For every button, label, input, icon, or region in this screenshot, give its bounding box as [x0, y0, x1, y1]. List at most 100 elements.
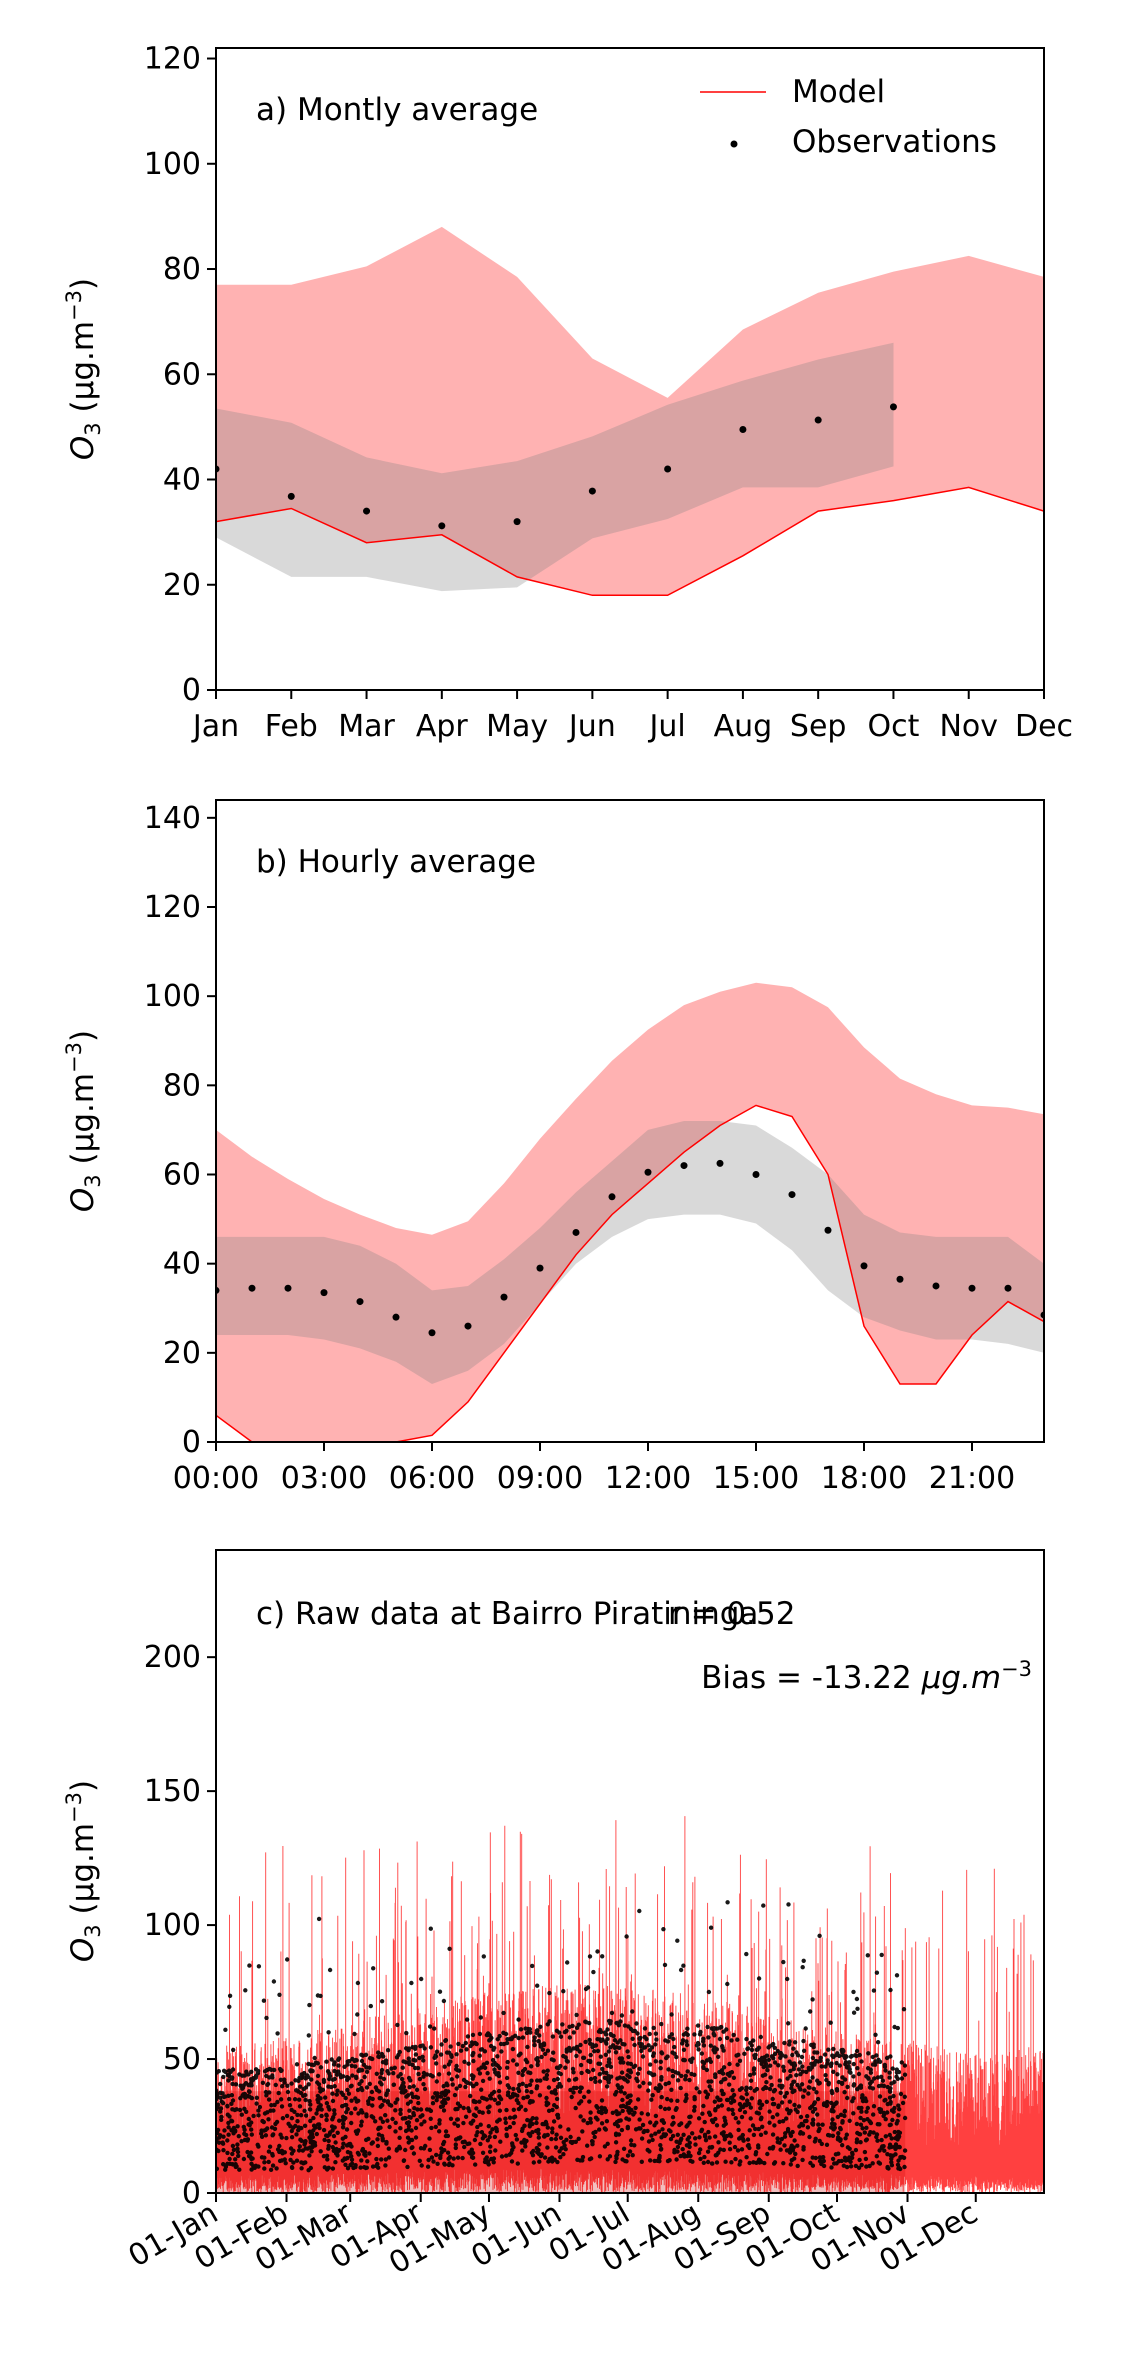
raw-ytick-label-2: 100	[144, 1908, 201, 1943]
monthly-y-axis-label: O3 (μg.m−3)	[62, 278, 105, 460]
observation-hourly-points	[216, 1900, 908, 2173]
monthly-xtick-label-1: Feb	[265, 709, 318, 744]
observation-point	[363, 507, 371, 515]
hourly-ytick-label-6: 120	[144, 890, 201, 925]
hourly-ytick-label-2: 40	[163, 1247, 201, 1282]
model-line	[216, 1104, 1044, 1442]
observation-point	[438, 522, 446, 530]
observation-point	[968, 1284, 976, 1292]
observation-point	[287, 492, 295, 500]
hourly-frame	[215, 799, 1045, 1443]
monthly-xtick-label-8: Sep	[790, 709, 847, 744]
raw-frame	[215, 1549, 1045, 2194]
monthly-ytick-label-6: 120	[144, 42, 201, 77]
observation-point	[284, 1284, 292, 1292]
legend: Model Observations	[700, 74, 997, 160]
observation-point	[814, 416, 822, 424]
observation-point	[860, 1262, 868, 1270]
hourly-ytick-label-7: 140	[144, 801, 201, 836]
monthly-plot-area	[216, 226, 1044, 597]
observation-point	[680, 1162, 688, 1170]
legend-model-label: Model	[792, 74, 885, 110]
hourly-xtick-label-3: 09:00	[497, 1461, 583, 1496]
observation-point	[1004, 1284, 1012, 1292]
panel-raw-data: 05010015020001-Jan01-Feb01-Mar01-Apr01-M…	[62, 1549, 1045, 2281]
observation-point	[500, 1293, 508, 1301]
model-line	[216, 486, 1044, 597]
hourly-xtick-label-4: 12:00	[605, 1461, 691, 1496]
raw-correlation-label: r = 0.52	[668, 1596, 795, 1632]
monthly-ytick-label-2: 40	[163, 463, 201, 498]
hourly-xtick-label-6: 18:00	[821, 1461, 907, 1496]
hourly-xtick-label-2: 06:00	[389, 1461, 475, 1496]
hourly-y-axis-label: O3 (μg.m−3)	[62, 1030, 105, 1212]
observation-point	[716, 1159, 724, 1167]
monthly-ytick-label-4: 80	[163, 252, 201, 287]
hourly-ytick-label-3: 60	[163, 1158, 201, 1193]
monthly-xtick-label-2: Mar	[338, 709, 395, 744]
observation-point	[536, 1264, 544, 1272]
raw-ytick-label-4: 200	[144, 1640, 201, 1675]
hourly-axes: 0 20 40 60 80 100 120 140 00:00 03:00 06:00 09:00 12…	[144, 801, 1016, 1496]
hourly-xtick-label-5: 15:00	[713, 1461, 799, 1496]
observation-point	[752, 1171, 760, 1178]
monthly-frame	[215, 47, 1045, 691]
monthly-axes: 0 20 40 60 80 100 120 Jan Feb Mar Apr May Jun Jul Aug S…	[144, 42, 1073, 744]
legend-observations-label: Observations	[792, 124, 997, 160]
observation-range-band	[216, 1121, 1044, 1384]
raw-y-axis-label: O3 (μg.m−3)	[62, 1780, 105, 1962]
observation-point	[824, 1226, 832, 1234]
hourly-ytick-label-0: 0	[182, 1425, 201, 1460]
model-range-band	[216, 226, 1044, 596]
observation-point	[896, 1275, 904, 1283]
hourly-ytick-label-4: 80	[163, 1068, 201, 1103]
monthly-xtick-label-7: Aug	[714, 709, 773, 744]
observation-point	[572, 1228, 580, 1236]
observation-point	[889, 403, 897, 411]
monthly-ytick-label-0: 0	[182, 673, 201, 708]
hourly-ytick-label-1: 20	[163, 1336, 201, 1371]
observation-range-band	[216, 342, 894, 592]
raw-ytick-label-1: 50	[163, 2042, 201, 2077]
monthly-xtick-label-6: Jul	[648, 709, 686, 744]
raw-ytick-label-3: 150	[144, 1774, 201, 1809]
monthly-xtick-label-10: Nov	[939, 709, 998, 744]
raw-ytick-label-0: 0	[182, 2176, 201, 2211]
hourly-xtick-label-7: 21:00	[929, 1461, 1015, 1496]
observation-point	[248, 1284, 256, 1292]
observation-point	[932, 1282, 940, 1290]
monthly-xtick-label-4: May	[486, 709, 548, 744]
observation-point	[513, 518, 521, 526]
hourly-panel-label: b) Hourly average	[256, 844, 536, 880]
hourly-ytick-label-5: 100	[144, 979, 201, 1014]
raw-bias-label: Bias = -13.22 μg.m−3	[701, 1657, 1032, 1696]
monthly-ytick-label-5: 100	[144, 147, 201, 182]
monthly-xtick-label-3: Apr	[416, 709, 469, 744]
monthly-panel-label: a) Montly average	[256, 92, 538, 128]
monthly-ytick-label-1: 20	[163, 568, 201, 603]
monthly-xtick-label-11: Dec	[1015, 709, 1073, 744]
observation-point	[664, 465, 672, 473]
observation-point	[428, 1329, 436, 1337]
panel-monthly-average: 0 20 40 60 80 100 120 Jan Feb Mar Apr May Jun Jul Aug S…	[62, 42, 1073, 744]
monthly-xtick-label-0: Jan	[191, 709, 239, 744]
hourly-xtick-label-0: 00:00	[173, 1461, 259, 1496]
model-range-band	[216, 982, 1044, 1442]
monthly-ytick-label-3: 60	[163, 357, 201, 392]
observation-point	[464, 1322, 472, 1330]
observation-point	[608, 1193, 616, 1201]
observation-point	[644, 1168, 652, 1176]
raw-plot-area	[216, 1816, 1044, 2193]
monthly-xtick-label-9: Oct	[868, 709, 920, 744]
hourly-xtick-label-1: 03:00	[281, 1461, 367, 1496]
panel-hourly-average: 0 20 40 60 80 100 120 140 00:00 03:00 06:00 09:00 12…	[62, 799, 1045, 1496]
observation-point	[739, 426, 747, 434]
monthly-xtick-label-5: Jun	[567, 709, 616, 744]
hourly-plot-area	[216, 982, 1044, 1442]
observation-point	[392, 1313, 400, 1321]
observation-point	[356, 1298, 364, 1306]
raw-panel-label: c) Raw data at Bairro Piratininga	[256, 1596, 758, 1632]
observation-point	[320, 1289, 328, 1297]
observation-point	[788, 1191, 796, 1199]
